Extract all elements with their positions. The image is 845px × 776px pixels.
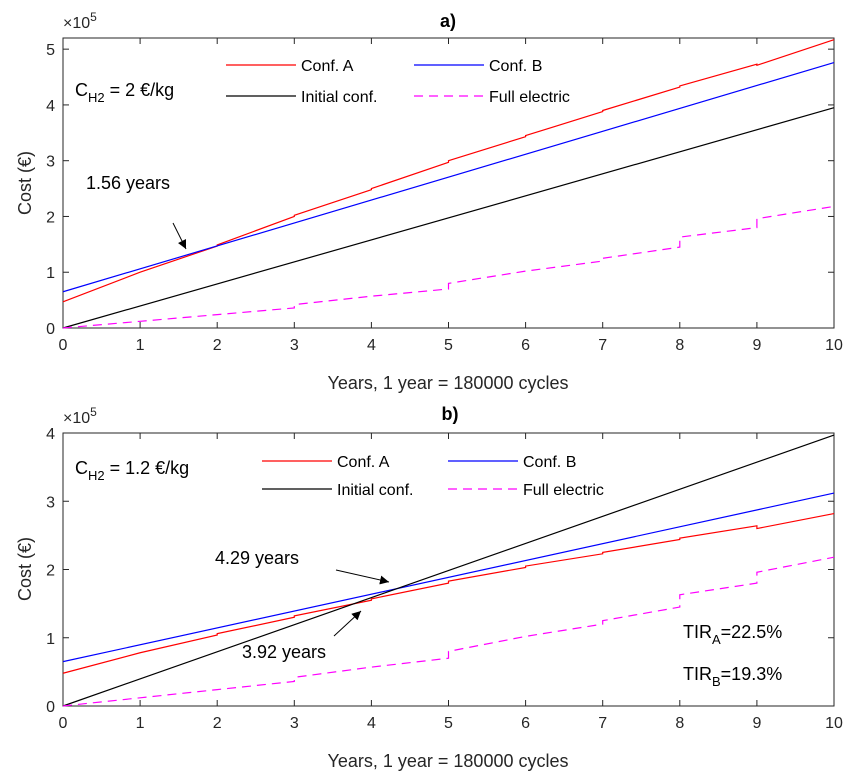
x-tick-label: 8 — [675, 715, 684, 732]
y-tick-label: 0 — [46, 699, 55, 716]
cost-label-sub-a: H2 — [88, 90, 105, 105]
y-tick-label: 5 — [46, 42, 55, 59]
plot-area-a — [62, 37, 835, 329]
x-tick-label: 1 — [136, 715, 145, 732]
legend-label-conf-b-b: Conf. B — [523, 454, 576, 471]
x-tick-label: 2 — [213, 337, 222, 354]
legend-label-initial-a: Initial conf. — [301, 89, 377, 106]
y-tick-label: 2 — [46, 209, 55, 226]
series-line-initial-conf — [62, 107, 835, 329]
annotation-1-56-years: 1.56 years — [86, 173, 170, 193]
x-tick-label: 7 — [598, 715, 607, 732]
legend-a: Conf. A Conf. B Initial conf. Full elect… — [226, 58, 570, 106]
tir-a-main: TIR — [683, 622, 712, 642]
x-tick-label: 7 — [598, 337, 607, 354]
y-tick-label: 2 — [46, 563, 55, 580]
x-tick-label: 8 — [675, 337, 684, 354]
legend-label-conf-a-a: Conf. A — [301, 58, 354, 75]
legend-label-electric-b: Full electric — [523, 482, 604, 499]
tir-a-rest: =22.5% — [721, 622, 783, 642]
y-axis-label-a: Cost (€) — [15, 151, 35, 215]
x-axis-label-b: Years, 1 year = 180000 cycles — [328, 751, 569, 771]
legend-label-electric-a: Full electric — [489, 89, 570, 106]
series-line-conf-b — [62, 492, 835, 663]
series-line-initial-conf — [62, 434, 835, 707]
tir-b-rest: =19.3% — [721, 664, 783, 684]
legend-label-initial-b: Initial conf. — [337, 482, 413, 499]
x-tick-label: 5 — [444, 715, 453, 732]
series-group-a — [62, 39, 835, 329]
series-line-conf-b — [62, 61, 835, 293]
series-group-b — [62, 434, 835, 707]
x-tick-label: 0 — [59, 337, 68, 354]
y-tick-label: 3 — [46, 154, 55, 171]
x-tick-label: 4 — [367, 715, 376, 732]
x-tick-label: 1 — [136, 337, 145, 354]
x-axis-label-a: Years, 1 year = 180000 cycles — [328, 373, 569, 393]
series-line-full-electric — [62, 556, 835, 707]
annotation-arrow-4-29 — [335, 569, 390, 585]
y-tick-label: 4 — [46, 98, 55, 115]
x-tick-label: 9 — [752, 337, 761, 354]
y-tick-label: 0 — [46, 321, 55, 338]
tir-a-sub: A — [712, 632, 721, 647]
cost-label-main-b: C — [75, 458, 88, 478]
cost-label-sub-b: H2 — [88, 468, 105, 483]
tir-b-sub: B — [712, 674, 721, 689]
cost-label-rest-a: = 2 €/kg — [105, 80, 175, 100]
exponent-power-b: 5 — [90, 405, 97, 419]
x-tick-label: 10 — [825, 715, 843, 732]
y-tick-label: 4 — [46, 426, 55, 443]
x-tick-label: 5 — [444, 337, 453, 354]
x-tick-label: 4 — [367, 337, 376, 354]
exponent-label-b: ×105 — [63, 405, 97, 427]
y-axis-label-b: Cost (€) — [15, 537, 35, 601]
y-tick-label: 1 — [46, 265, 55, 282]
cost-label-rest-b: = 1.2 €/kg — [105, 458, 190, 478]
x-tick-label: 6 — [521, 337, 530, 354]
annotation-arrow-3-92 — [333, 610, 362, 637]
x-tick-label: 3 — [290, 715, 299, 732]
legend-label-conf-b-a: Conf. B — [489, 58, 542, 75]
tir-b-main: TIR — [683, 664, 712, 684]
annotation-arrow-1-56 — [172, 222, 187, 250]
annotation-3-92-years: 3.92 years — [242, 642, 326, 662]
y-tick-label: 3 — [46, 494, 55, 511]
chart-title-b: b) — [442, 404, 459, 424]
exponent-label-a: ×105 — [63, 10, 97, 32]
series-line-conf-a — [62, 39, 835, 303]
legend-b: Conf. A Conf. B Initial conf. Full elect… — [262, 454, 604, 499]
legend-label-conf-a-b: Conf. A — [337, 454, 390, 471]
cost-label-main-a: C — [75, 80, 88, 100]
exponent-base-b: ×10 — [63, 410, 90, 427]
tir-b-label: TIRB=19.3% — [683, 664, 782, 689]
axis-ticks-b: 0 1 2 3 4 5 6 7 8 9 10 0 1 2 3 4 — [46, 426, 843, 732]
x-tick-label: 10 — [825, 337, 843, 354]
annotation-4-29-years: 4.29 years — [215, 548, 299, 568]
tir-a-label: TIRA=22.5% — [683, 622, 782, 647]
axis-ticks-a: 0 1 2 3 4 5 6 7 8 9 10 0 1 2 3 4 5 — [46, 38, 843, 354]
x-tick-label: 0 — [59, 715, 68, 732]
series-line-conf-a — [62, 512, 835, 674]
x-tick-label: 9 — [752, 715, 761, 732]
cost-label-b: CH2 = 1.2 €/kg — [75, 458, 189, 483]
x-tick-label: 6 — [521, 715, 530, 732]
exponent-base-a: ×10 — [63, 15, 90, 32]
x-tick-label: 3 — [290, 337, 299, 354]
x-tick-label: 2 — [213, 715, 222, 732]
y-tick-label: 1 — [46, 631, 55, 648]
chart-title-a: a) — [440, 11, 456, 31]
cost-label-a: CH2 = 2 €/kg — [75, 80, 174, 105]
exponent-power-a: 5 — [90, 10, 97, 24]
series-line-full-electric — [62, 205, 835, 329]
